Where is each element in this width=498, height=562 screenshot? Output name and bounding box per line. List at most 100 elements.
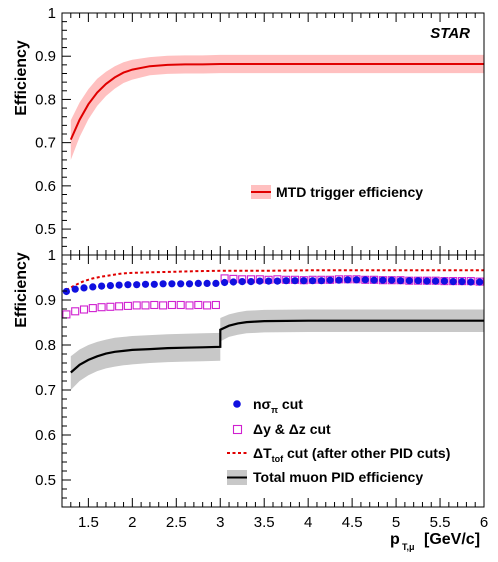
dydz-point: [167, 300, 176, 310]
dydz-point: [150, 300, 159, 310]
nsigma-point: [458, 278, 466, 286]
nsigma-point: [432, 277, 440, 285]
x-tick-label: 4.5: [342, 514, 363, 531]
y-tick-label: 1: [48, 5, 56, 22]
dydz-point: [176, 300, 185, 310]
nsigma-point: [115, 281, 123, 289]
y-tick-label: 0.7: [35, 382, 56, 399]
dydz-point: [97, 303, 106, 312]
dydz-point: [194, 300, 203, 310]
dydz-point: [79, 305, 89, 314]
dydz-point: [185, 301, 194, 310]
nsigma-point: [335, 276, 343, 284]
x-tick-label: 5: [392, 514, 400, 531]
total-efficiency-line-group: [70, 319, 484, 374]
y-tick-label: 0.5: [35, 221, 56, 238]
nsigma-point: [440, 277, 448, 285]
x-axis-title-unit: [GeV/c]: [424, 531, 480, 548]
nsigma-point: [449, 278, 457, 286]
nsigma-point: [309, 277, 317, 285]
nsigma-point: [352, 276, 361, 284]
y-tick-label: 0.8: [35, 91, 56, 108]
legend-dydz-label: Δy & Δz cut: [253, 421, 331, 437]
y-tick-label: 0.9: [35, 292, 56, 309]
nsigma-point: [247, 278, 255, 286]
top-y-ticks: 0.5 0.6 0.7 0.8 0.9 1: [35, 5, 71, 256]
legend-dydz-marker: [232, 424, 243, 435]
nsigma-point: [229, 278, 237, 286]
nsigma-point: [133, 281, 141, 289]
nsigma-point: [265, 277, 273, 285]
nsigma-point: [124, 281, 132, 289]
dydz-point: [141, 301, 150, 310]
nsigma-point: [159, 280, 167, 288]
bottom-panel: 0.5 0.6 0.7 0.8 0.9 1 1.5 2 2.5 3 3.5 4 4.5 5 5.5 6 Ef…: [13, 247, 488, 552]
x-tick-label: 2.5: [166, 514, 187, 531]
y-tick-label: 0.5: [35, 472, 56, 489]
y-tick-label: 0.7: [35, 135, 56, 152]
nsigma-point: [396, 277, 405, 285]
nsigma-point: [326, 276, 334, 284]
top-x-ticks: [61, 13, 485, 255]
trigger-efficiency-band: [70, 54, 485, 160]
y-tick-label: 0.6: [35, 178, 56, 195]
nsigma-point: [467, 278, 475, 286]
trigger-efficiency-line-group: [69, 63, 484, 141]
legend-total-label: Total muon PID efficiency: [253, 469, 423, 485]
x-tick-label: 6: [480, 514, 488, 531]
top-panel: 0.5 0.6 0.7 0.8 0.9 1 Efficiency STAR MTD tri…: [13, 5, 485, 256]
dtof-cut-line: [65, 269, 484, 291]
legend-nsigma-label: nσπ cut: [253, 396, 303, 415]
dydz-point: [132, 301, 141, 310]
dydz-point: [106, 302, 115, 311]
nsigma-point: [238, 278, 246, 286]
nsigma-point: [388, 276, 396, 284]
star-label: STAR: [430, 25, 470, 42]
nsigma-point: [300, 277, 308, 285]
legend-dtof-label: ΔTtof cut (after other PID cuts): [253, 445, 450, 464]
nsigma-point: [405, 277, 413, 285]
x-tick-label: 5.5: [430, 514, 451, 531]
dydz-point: [88, 304, 97, 313]
legend-nsigma-marker: [233, 400, 241, 408]
x-tick-label: 3.5: [254, 514, 275, 531]
x-axis-title: p T,μ [GeV/c]: [390, 531, 480, 552]
nsigma-cut-points-group: [62, 276, 484, 296]
nsigma-point: [256, 277, 264, 285]
nsigma-point: [291, 277, 299, 285]
nsigma-point: [177, 280, 185, 288]
bottom-y-axis-title: Efficiency: [13, 252, 30, 328]
nsigma-point: [212, 279, 220, 287]
legend-trigger-label: MTD trigger efficiency: [276, 184, 423, 200]
nsigma-point: [476, 278, 484, 286]
nsigma-point: [282, 277, 290, 285]
nsigma-point: [80, 284, 88, 292]
nsigma-point: [361, 276, 369, 284]
total-efficiency-band-segment-1: [220, 309, 485, 342]
total-efficiency-line: [70, 319, 484, 374]
nsigma-point: [168, 280, 176, 288]
dydz-point: [62, 310, 71, 319]
nsigma-point: [221, 278, 229, 287]
nsigma-point: [98, 282, 106, 290]
dydz-point: [159, 301, 168, 310]
nsigma-point: [185, 280, 194, 288]
nsigma-point: [317, 277, 325, 285]
nsigma-point: [379, 276, 387, 284]
x-tick-label: 3: [216, 514, 224, 531]
bottom-x-ticks: 1.5 2 2.5 3 3.5 4 4.5 5 5.5 6: [61, 255, 488, 531]
nsigma-point: [71, 285, 79, 293]
bottom-y-ticks: 0.5 0.6 0.7 0.8 0.9 1: [35, 247, 71, 508]
trigger-efficiency-line: [69, 63, 484, 141]
nsigma-point: [150, 280, 158, 288]
nsigma-point: [344, 276, 352, 284]
dydz-point: [203, 301, 212, 310]
nsigma-point: [423, 277, 431, 285]
x-tick-label: 1.5: [78, 514, 99, 531]
x-tick-label: 2: [128, 514, 136, 531]
x-axis-title-p: p: [390, 531, 400, 548]
dydz-point: [123, 301, 132, 310]
bottom-legend: nσπ cut Δy & Δz cut ΔTtof cut (after oth…: [227, 396, 450, 485]
nsigma-point: [370, 276, 378, 284]
